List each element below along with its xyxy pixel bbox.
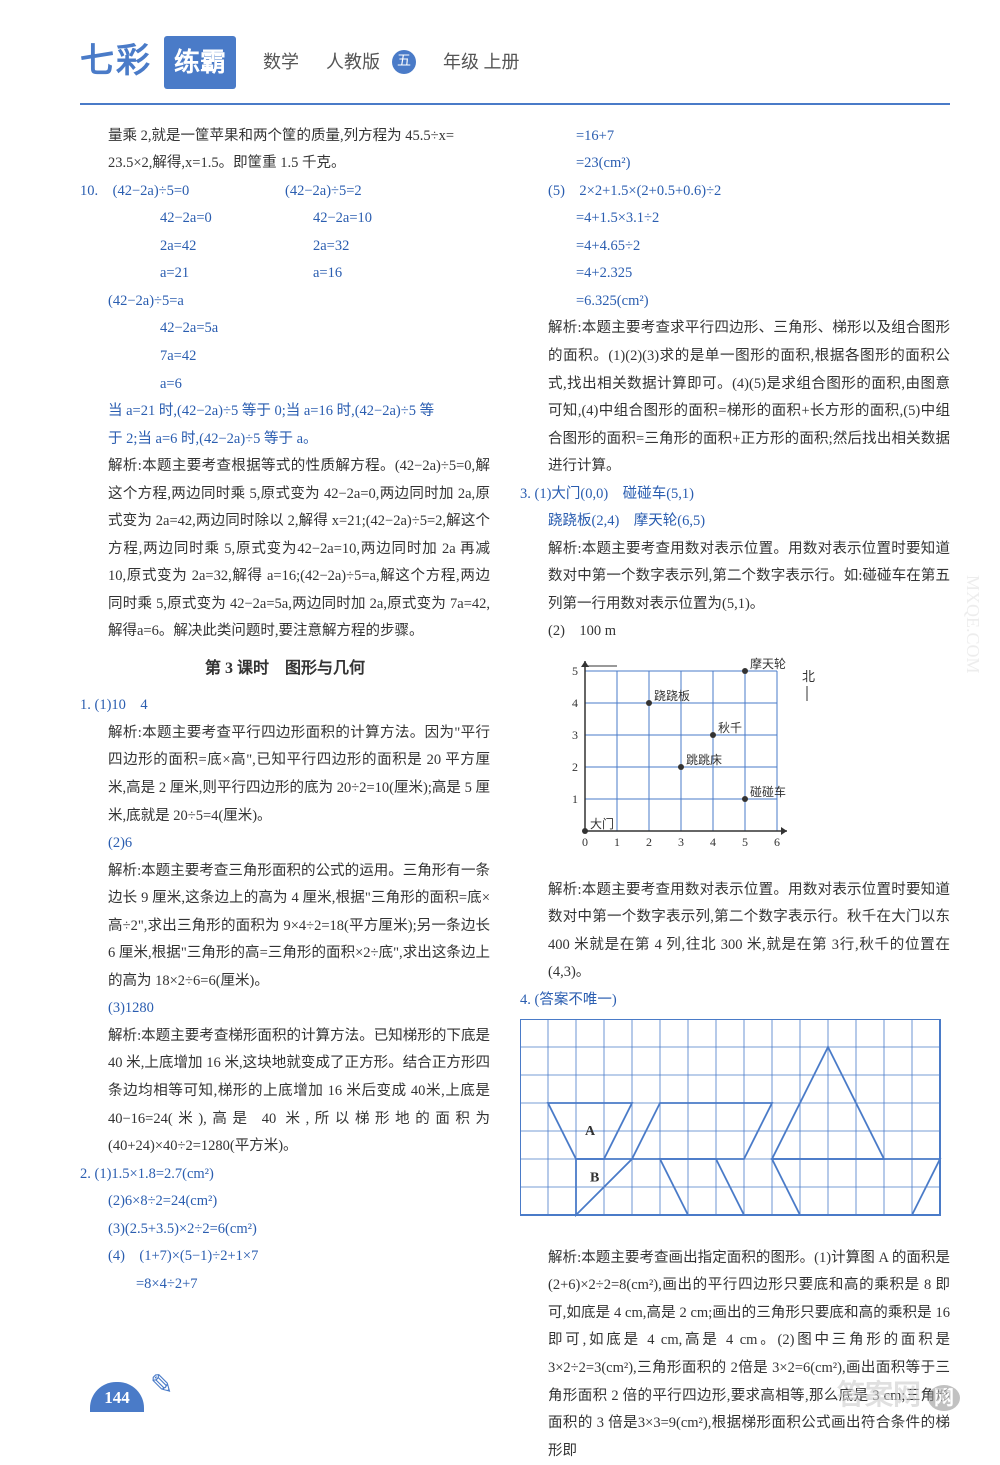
section-title: 第 3 课时 图形与几何: [80, 654, 490, 684]
q2: 2. (1)1.5×1.8=2.7(cm²): [80, 1161, 490, 1189]
q2-3: (3)(2.5+3.5)×2÷2=6(cm²): [80, 1216, 490, 1244]
q1-1-analysis: 解析:本题主要考查平行四边形面积的计算方法。因为"平行四边形的面积=底×高",已…: [80, 720, 490, 830]
cont2: =23(cm²): [520, 150, 950, 178]
grade-circle: 五: [392, 50, 416, 74]
q1-2: (2)6: [80, 830, 490, 858]
svg-text:摩天轮: 摩天轮: [750, 656, 786, 671]
q3: 3. (1)大门(0,0) 碰碰车(5,1): [520, 481, 950, 509]
svg-text:4: 4: [710, 835, 716, 849]
grade-suffix: 年级 上册: [443, 45, 520, 79]
q4-analysis: 解析:本题主要考查画出指定面积的图形。(1)计算图 A 的面积是(2+6)×2÷…: [520, 1245, 950, 1465]
q3-1b: 跷跷板(2,4) 摩天轮(6,5): [520, 508, 950, 536]
q10-equations: 10. (42−2a)÷5=0 42−2a=0 2a=42 a=21 (42−2…: [80, 178, 490, 288]
svg-text:2: 2: [572, 760, 578, 774]
grid-chart: 0 1 2 3 4 5 6 1 2 3 4 5 北大门 碰碰车 跳跳床 秋千 跷跷板 摩天轮: [560, 651, 950, 872]
svg-text:3: 3: [572, 728, 578, 742]
svg-text:2: 2: [646, 835, 652, 849]
q2-5: (5) 2×2+1.5×(2+0.5+0.6)÷2: [520, 178, 950, 206]
watermark: 答案网 网: [837, 1369, 960, 1422]
q10-label: 10.: [80, 183, 98, 199]
svg-text:大门: 大门: [590, 816, 614, 831]
content-area: 量乘 2,就是一筐苹果和两个筐的质量,列方程为 45.5÷x= 23.5×2,解…: [80, 123, 950, 1465]
svg-text:A: A: [585, 1124, 596, 1139]
q3-2-analysis: 解析:本题主要考查用数对表示位置。用数对表示位置时要知道数对中第一个数字表示列,…: [520, 877, 950, 987]
triangle-chart: AB: [520, 1019, 950, 1240]
intro-text-2: 23.5×2,解得,x=1.5。即筐重 1.5 千克。: [80, 150, 490, 178]
q1-3: (3)1280: [80, 995, 490, 1023]
svg-text:跷跷板: 跷跷板: [654, 688, 690, 703]
svg-text:6: 6: [774, 835, 780, 849]
svg-text:4: 4: [572, 696, 578, 710]
svg-text:1: 1: [572, 792, 578, 806]
q2-5e: =6.325(cm²): [520, 288, 950, 316]
q10-analysis: 解析:本题主要考查根据等式的性质解方程。(42−2a)÷5=0,解这个方程,两边…: [80, 453, 490, 646]
svg-text:5: 5: [572, 664, 578, 678]
q10-answer-2: 于 2;当 a=6 时,(42−2a)÷5 等于 a。: [80, 426, 490, 454]
q2-5d: =4+2.325: [520, 260, 950, 288]
page-header: 七彩 练霸 数学 人教版 五 年级 上册: [80, 30, 950, 105]
svg-text:5: 5: [742, 835, 748, 849]
q2-4: (4) (1+7)×(5−1)÷2+1×7: [80, 1243, 490, 1271]
q2-5c: =4+4.65÷2: [520, 233, 950, 261]
left-column: 量乘 2,就是一筐苹果和两个筐的质量,列方程为 45.5÷x= 23.5×2,解…: [80, 123, 490, 1465]
q1: 1. (1)10 4: [80, 692, 490, 720]
q3-2-label: (2) 100 m: [520, 618, 950, 646]
q2-analysis: 解析:本题主要考查求平行四边形、三角形、梯形以及组合图形的面积。(1)(2)(3…: [520, 315, 950, 480]
svg-text:B: B: [590, 1171, 599, 1186]
svg-text:3: 3: [678, 835, 684, 849]
svg-text:1: 1: [614, 835, 620, 849]
logo-text: 七彩: [80, 30, 152, 95]
q2-5b: =4+1.5×3.1÷2: [520, 205, 950, 233]
header-subject: 数学: [263, 45, 299, 79]
q1-2-analysis: 解析:本题主要考查三角形面积的公式的运用。三角形有一条边长 9 厘米,这条边上的…: [80, 858, 490, 996]
q3-1-analysis: 解析:本题主要考查用数对表示位置。用数对表示位置时要知道数对中第一个数字表示列,…: [520, 536, 950, 619]
cont1: =16+7: [520, 123, 950, 151]
header-edition: 人教版: [326, 45, 380, 79]
watermark-url: MXQE.COM: [956, 575, 990, 674]
q10-answer: 当 a=21 时,(42−2a)÷5 等于 0;当 a=16 时,(42−2a)…: [80, 398, 490, 426]
q2-2: (2)6×8÷2=24(cm²): [80, 1188, 490, 1216]
q2-4b: =8×4÷2+7: [80, 1271, 490, 1299]
svg-text:秋千: 秋千: [718, 721, 742, 735]
q10-eq-set2: (42−2a)÷5=a 42−2a=5a 7a=42 a=6: [80, 288, 490, 398]
q1-3-analysis: 解析:本题主要考查梯形面积的计算方法。已知梯形的下底是 40 米,上底增加 16…: [80, 1023, 490, 1161]
svg-text:0: 0: [582, 835, 588, 849]
q4: 4. (答案不唯一): [520, 987, 950, 1015]
intro-text: 量乘 2,就是一筐苹果和两个筐的质量,列方程为 45.5÷x=: [80, 123, 490, 151]
right-column: =16+7 =23(cm²) (5) 2×2+1.5×(2+0.5+0.6)÷2…: [520, 123, 950, 1465]
logo-box: 练霸: [164, 36, 236, 89]
svg-text:碰碰车: 碰碰车: [750, 784, 786, 799]
svg-text:跳跳床: 跳跳床: [686, 753, 722, 767]
svg-text:北: 北: [802, 669, 815, 684]
pencil-icon: ✎: [150, 1359, 173, 1412]
